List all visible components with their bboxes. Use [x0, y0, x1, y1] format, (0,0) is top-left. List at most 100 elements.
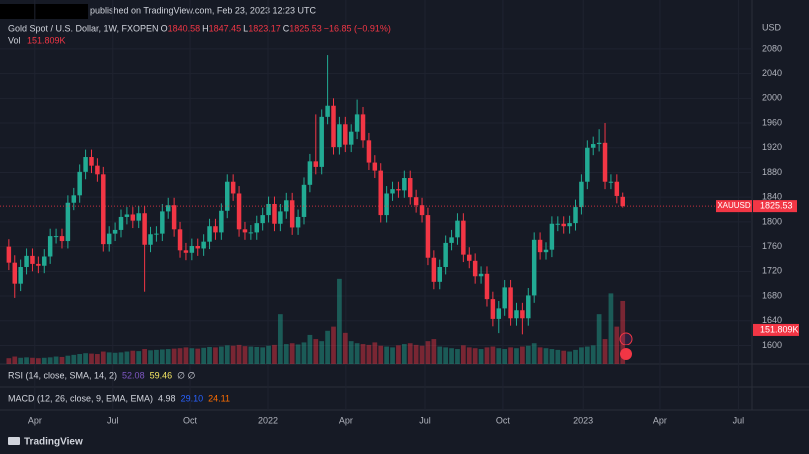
volume-bar [466, 347, 472, 364]
candle-body [59, 236, 65, 242]
candle-body [555, 223, 561, 225]
candle-body [284, 200, 289, 212]
ohlc-value: 1840.58 [168, 23, 201, 33]
volume-bar [195, 348, 201, 364]
volume-bar [95, 354, 100, 364]
volume-bar [478, 349, 484, 364]
candle-body [490, 299, 496, 319]
volume-bar [24, 357, 29, 364]
volume-bar [65, 355, 71, 364]
volume-bar [431, 339, 437, 364]
volume-label: 151.809K [760, 324, 799, 334]
candle-body [472, 260, 478, 277]
volume-bar [608, 293, 614, 364]
candle-body [124, 214, 130, 217]
volume-bar [30, 357, 35, 364]
volume-bar [254, 346, 260, 364]
ohlc-letter: C [283, 23, 290, 33]
candle-body [620, 196, 625, 207]
volume-bar [154, 349, 159, 364]
event-icon[interactable] [620, 348, 632, 360]
volume-bar [596, 314, 602, 364]
volume-bar [425, 341, 431, 364]
y-tick-label: 1960 [762, 117, 782, 127]
volume-bar [549, 349, 555, 364]
candle-body [384, 193, 389, 216]
volume-bar [567, 351, 572, 364]
candle-body [42, 256, 47, 266]
volume-bar [407, 343, 413, 364]
volume-bar [602, 339, 608, 364]
volume-bar [106, 352, 112, 364]
candle-body [207, 226, 212, 242]
candle-body [496, 308, 502, 319]
volume-bar [201, 347, 207, 364]
volume-bar [419, 345, 425, 364]
indicator-tail: ∅ ∅ [177, 370, 195, 380]
volume-bar [118, 352, 124, 364]
price-badge [753, 200, 797, 213]
y-tick-label: 1600 [762, 340, 782, 350]
volume-bar [325, 330, 330, 364]
candle-body [413, 197, 419, 206]
indicator-name: MACD (12, 26, close, 9, EMA, EMA) [8, 393, 153, 403]
x-tick-label: Oct [183, 415, 198, 425]
ohlc-value: 1823.17 [248, 23, 281, 33]
candle-body [319, 116, 324, 167]
volume-bar [130, 350, 136, 364]
volume-bar [573, 349, 578, 364]
volume-bar [360, 344, 366, 364]
ohlc-letter: L [243, 23, 248, 33]
volume-bar [579, 347, 584, 364]
volume-bar [236, 344, 242, 364]
volume-bar [142, 349, 147, 364]
candle-body [443, 242, 448, 267]
candle-body [402, 178, 407, 191]
volume-bar [278, 314, 283, 364]
volume-bar [520, 346, 525, 364]
x-tick-label: Jul [107, 415, 119, 425]
candle-body [366, 140, 372, 163]
y-tick-label: 1640 [762, 315, 782, 325]
volume-bar [177, 348, 183, 364]
y-tick-label: 1920 [762, 142, 782, 152]
last-price: 1825.53 [760, 200, 793, 210]
x-tick-label: Apr [28, 415, 42, 425]
candle-body [165, 205, 171, 212]
candle-body [219, 210, 224, 233]
candle-body [378, 170, 383, 216]
volume-bar [100, 351, 106, 364]
volume-bar [455, 349, 460, 364]
x-tick-label: Jul [419, 415, 431, 425]
volume-bar [289, 343, 295, 364]
candle-body [71, 195, 77, 203]
candle-body [295, 216, 301, 228]
volume-bar [584, 346, 590, 364]
candle-body [561, 223, 566, 227]
volume-bar [366, 344, 372, 364]
volume-bar [53, 356, 59, 364]
volume-bar [242, 346, 248, 364]
candle-body [289, 200, 295, 228]
candle-body [337, 124, 342, 148]
ohlc-value: 1825.53 [289, 23, 322, 33]
volume-bar [165, 349, 171, 364]
candle-body [537, 239, 543, 253]
volume-bar [413, 344, 419, 364]
candle-body [543, 249, 549, 253]
candle-body [390, 189, 395, 194]
volume-bar [124, 351, 130, 364]
volume-bar [537, 347, 543, 364]
candle-body [372, 162, 378, 171]
indicator-value: 29.10 [181, 393, 204, 403]
candle-body [360, 114, 366, 141]
candle-body [478, 273, 484, 277]
volume-bar [183, 347, 189, 364]
volume-bar [83, 353, 88, 364]
candle-body [467, 254, 472, 261]
volume-bar [531, 343, 537, 364]
candle-body [455, 220, 460, 238]
candle-body [354, 114, 360, 132]
